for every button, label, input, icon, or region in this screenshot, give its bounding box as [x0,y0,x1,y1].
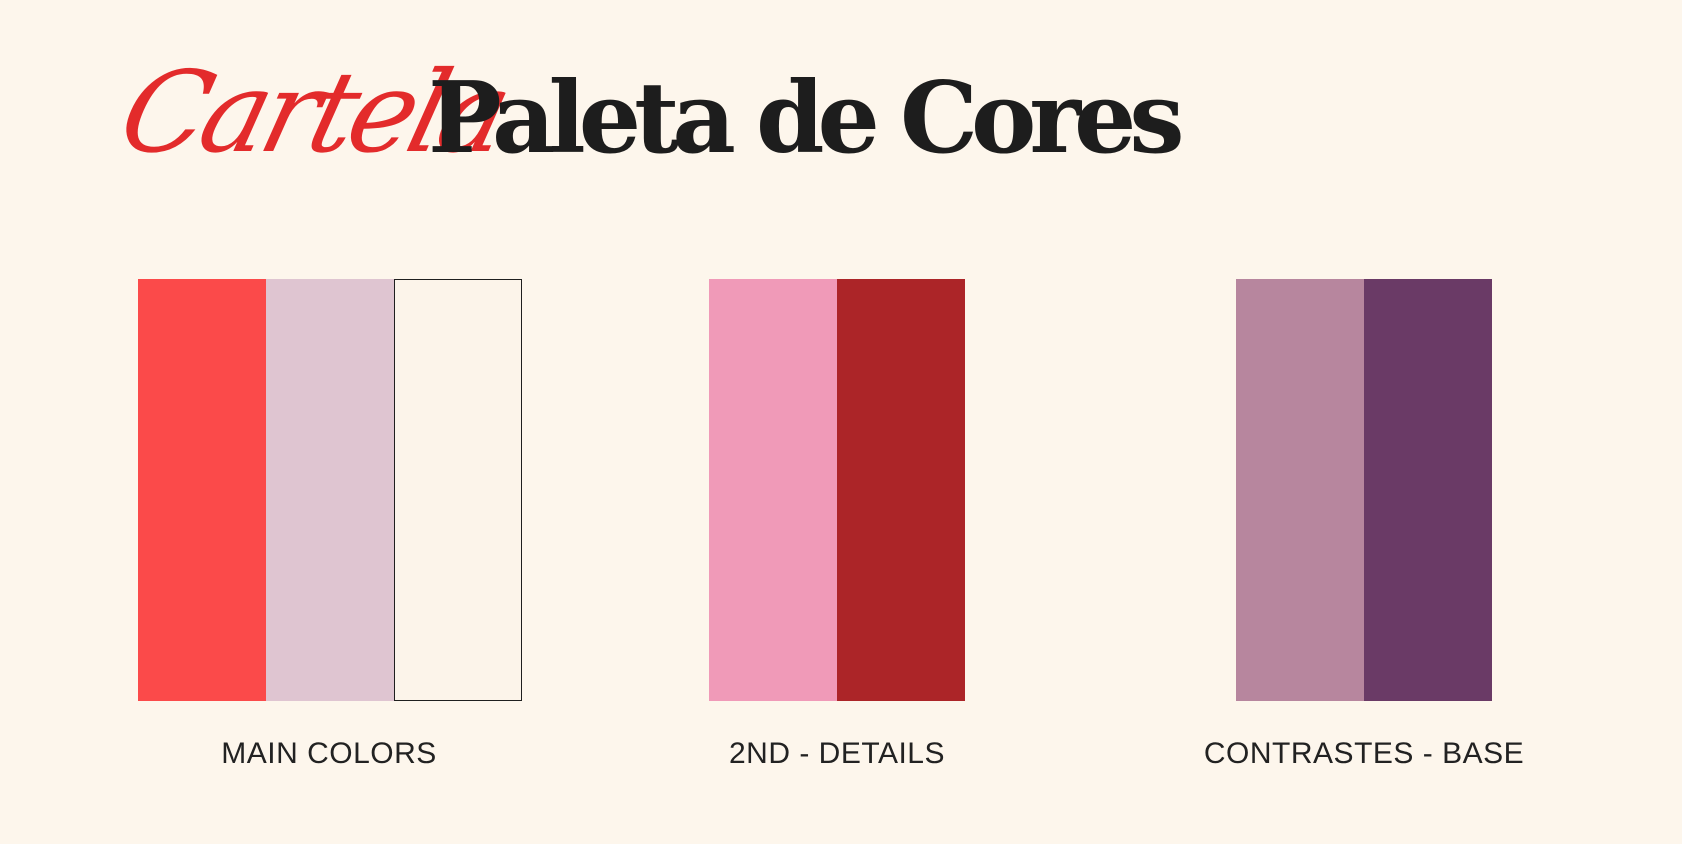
palette-group-main-colors [138,279,522,701]
color-swatch [837,279,965,701]
color-swatch [1364,279,1492,701]
color-swatch [394,279,522,701]
palette-group-details [709,279,965,701]
palette-label-contrastes-base: CONTRASTES - BASE [1203,737,1525,770]
palette-label-main-colors: MAIN COLORS [221,737,437,770]
page-title: Paleta de Cores [428,61,1185,176]
header: Cartela Paleta de Cores [108,48,1208,178]
palette-label-details: 2ND - DETAILS [729,737,945,770]
color-swatch [266,279,394,701]
color-swatch [709,279,837,701]
palette-group-contrastes-base [1236,279,1492,701]
color-swatch [138,279,266,701]
color-swatch [1236,279,1364,701]
